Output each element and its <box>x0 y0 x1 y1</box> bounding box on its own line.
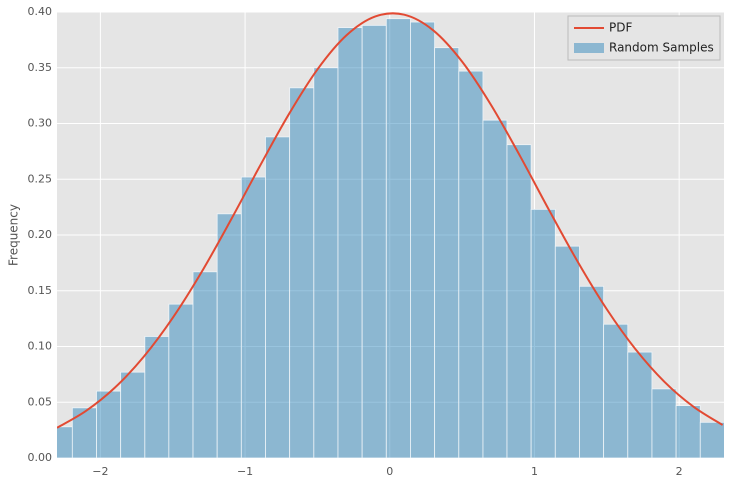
bar <box>144 336 170 458</box>
legend-label: PDF <box>609 21 632 35</box>
bar <box>530 208 556 458</box>
legend-swatch <box>574 43 604 53</box>
x-tick-label: 2 <box>676 465 683 478</box>
bar <box>289 87 315 458</box>
bar <box>458 70 484 458</box>
bar <box>192 271 218 458</box>
x-tick-label: 1 <box>531 465 538 478</box>
bar <box>506 144 532 458</box>
y-tick-label: 0.40 <box>28 5 53 18</box>
bar <box>337 27 363 458</box>
y-tick-label: 0.30 <box>28 117 53 130</box>
y-tick-label: 0.15 <box>28 284 53 297</box>
bar <box>579 285 605 458</box>
x-tick-label: −2 <box>92 465 108 478</box>
bar <box>675 405 701 458</box>
bar <box>71 407 97 458</box>
y-tick-label: 0.05 <box>28 395 53 408</box>
y-tick-label: 0.10 <box>28 340 53 353</box>
bar <box>482 119 508 458</box>
y-tick-label: 0.20 <box>28 228 53 241</box>
bar <box>603 323 629 458</box>
bar <box>699 421 724 458</box>
y-axis-label: Frequency <box>7 204 21 266</box>
y-tick-label: 0.25 <box>28 172 53 185</box>
bar <box>313 67 339 458</box>
bar <box>216 213 242 458</box>
x-tick-label: −1 <box>237 465 253 478</box>
bar <box>554 245 580 458</box>
bar <box>651 388 677 458</box>
x-tick-label: 0 <box>386 465 393 478</box>
bar <box>410 21 436 458</box>
y-tick-label: 0.00 <box>28 451 53 464</box>
bar <box>120 371 146 458</box>
y-tick-label: 0.35 <box>28 61 53 74</box>
pdf-line <box>57 12 724 429</box>
bar <box>168 303 194 458</box>
bar <box>240 176 266 458</box>
legend-label: Random Samples <box>609 41 714 55</box>
bar <box>361 24 387 458</box>
bar <box>627 351 653 458</box>
bar <box>434 47 460 458</box>
bar <box>385 18 411 458</box>
bar <box>265 136 291 458</box>
